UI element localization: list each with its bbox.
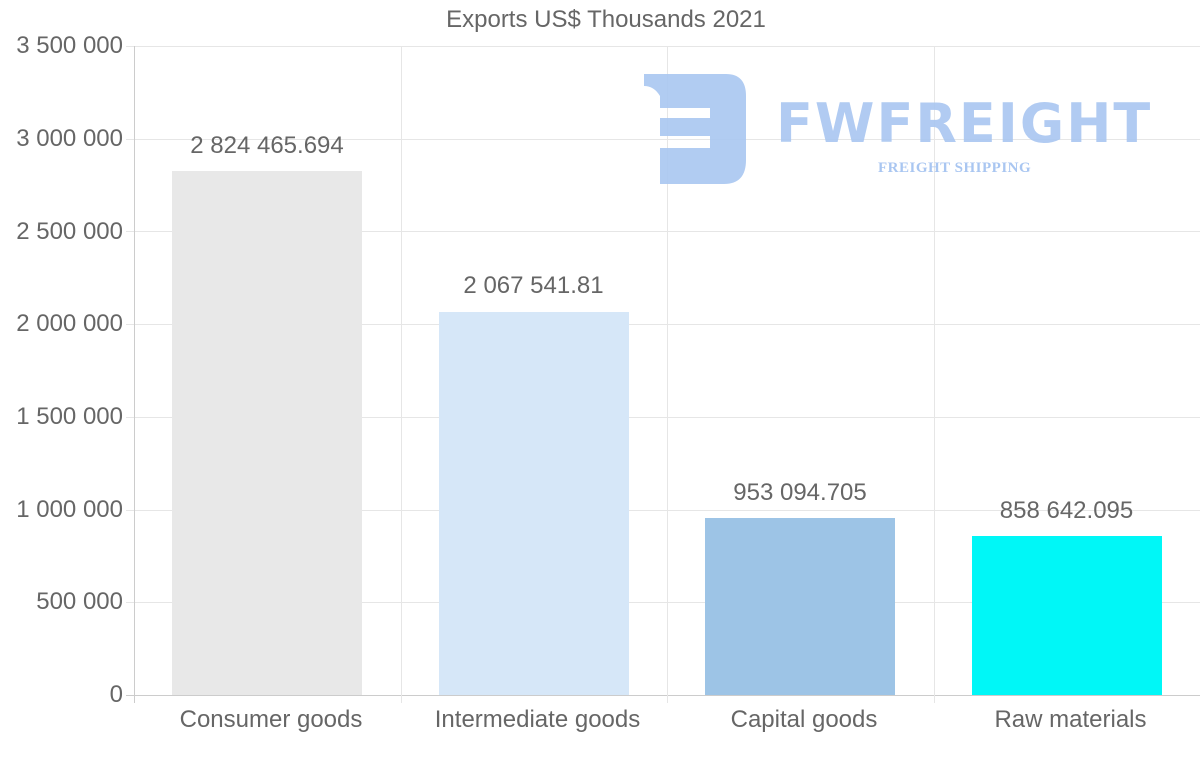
bar-raw-materials[interactable] (971, 535, 1162, 695)
chart-title: Exports US$ Thousands 2021 (446, 6, 766, 33)
y-tick-label: 1 000 000 (16, 496, 123, 523)
gridline-3500000 (126, 46, 1200, 47)
watermark-brand: FWFREIGHT (776, 92, 1153, 155)
gridline-2000000 (126, 324, 1200, 326)
y-tick-label: 3 500 000 (16, 32, 123, 59)
y-tick-label: 3 000 000 (16, 125, 123, 152)
y-axis-line (134, 46, 135, 703)
bar-capital-goods[interactable] (705, 518, 895, 695)
gridline-1000000 (126, 509, 1200, 511)
y-tick-label: 500 000 (36, 588, 123, 615)
x-axis-line (126, 695, 1200, 696)
x-tick-label: Raw materials (994, 706, 1147, 733)
category-divider (933, 46, 935, 703)
category-divider (400, 46, 402, 703)
bar-value-label: 953 094.705 (733, 479, 867, 506)
y-tick-label: 2 500 000 (16, 218, 123, 245)
bar-intermediate-goods[interactable] (438, 311, 629, 695)
x-tick-label: Intermediate goods (434, 706, 641, 733)
gridline-1500000 (126, 416, 1200, 418)
fwfreight-logo-icon (644, 74, 746, 184)
watermark-tagline: FREIGHT SHIPPING (878, 160, 1032, 176)
category-divider (667, 46, 668, 703)
bar-value-label: 2 824 465.694 (190, 132, 344, 159)
fwfreight-watermark: FWFREIGHT FREIGHT SHIPPING (640, 72, 1160, 192)
x-tick-label: Capital goods (730, 706, 878, 733)
gridline-2500000 (126, 231, 1200, 233)
gridline-500000 (126, 602, 1200, 604)
plot-area: FWFREIGHT FREIGHT SHIPPING 2 824 465.694… (126, 46, 1200, 703)
bar-value-label: 858 642.095 (999, 497, 1134, 524)
y-tick-label: 1 500 000 (16, 403, 123, 430)
bar-consumer-goods[interactable] (172, 171, 362, 695)
bar-value-label: 2 067 541.81 (463, 272, 604, 299)
y-tick-label: 0 (109, 681, 123, 708)
y-tick-label: 2 000 000 (16, 310, 123, 337)
x-tick-label: Consumer goods (179, 706, 363, 733)
